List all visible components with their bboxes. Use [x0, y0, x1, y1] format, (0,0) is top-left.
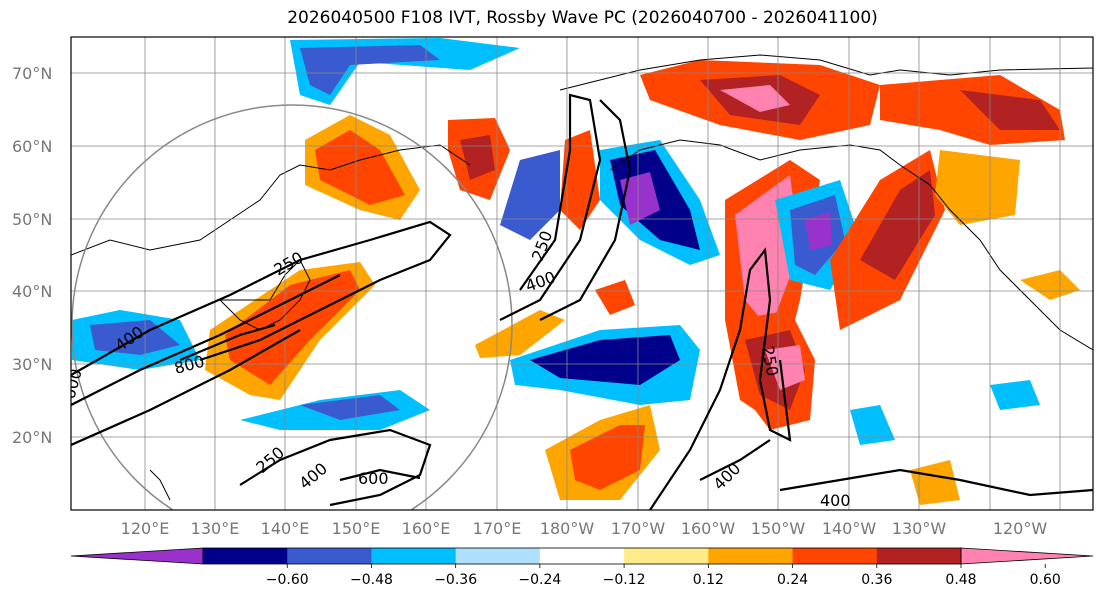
colorbar-tick-label: −0.24 — [518, 572, 561, 588]
colorbar-segment — [287, 548, 372, 564]
lon-label: 180°W — [540, 519, 595, 538]
lon-label: 170°W — [611, 519, 666, 538]
colorbar-tick-label: −0.36 — [434, 572, 477, 588]
reference-circle — [71, 104, 513, 510]
colorbar-extension-high — [960, 547, 1094, 565]
colorbar-tick-label: −0.60 — [266, 572, 309, 588]
lon-label: 120°W — [993, 519, 1048, 538]
ivt-contours — [71, 93, 1093, 510]
colorbar-segment — [539, 548, 625, 564]
colorbar-tick-label: 0.24 — [777, 572, 808, 588]
colorbar-segment — [708, 548, 794, 564]
lat-axis: 70°N 60°N 50°N 40°N 30°N 20°N — [12, 64, 52, 447]
lat-label: 50°N — [12, 210, 52, 229]
lat-label: 20°N — [12, 428, 52, 447]
lon-label: 140°W — [822, 519, 877, 538]
lon-label: 120°E — [121, 519, 170, 538]
lon-label: 170°E — [473, 519, 522, 538]
gridlines — [71, 37, 1093, 510]
lat-label: 60°N — [12, 137, 52, 156]
colorbar-tick-label: 0.60 — [1030, 572, 1061, 588]
colorbar: −0.60 −0.48 −0.36 −0.24 −0.12 0.12 0.24 0.36 0.4… — [70, 547, 1094, 588]
map-frame — [70, 36, 1094, 511]
colorbar-extension-low — [70, 547, 204, 565]
lon-axis: 120°E 130°E 140°E 150°E 160°E 170°E 180°… — [121, 519, 1048, 538]
colorbar-tick-label: 0.48 — [945, 572, 976, 588]
lat-label: 70°N — [12, 64, 52, 83]
colorbar-segment — [792, 548, 878, 564]
lat-label: 40°N — [12, 282, 52, 301]
map-panel: 250 400 600 800 250 400 600 250 400 250 … — [71, 37, 1093, 510]
colorbar-tick-label: −0.12 — [603, 572, 646, 588]
contour-label: 600 — [358, 469, 389, 488]
colorbar-tick-label: 0.36 — [861, 572, 892, 588]
lon-label: 160°E — [402, 519, 451, 538]
lon-label: 160°W — [681, 519, 736, 538]
map-title: 2026040500 F108 IVT, Rossby Wave PC (202… — [287, 8, 878, 28]
colorbar-segment — [371, 548, 457, 564]
ivt-anomaly-fields — [72, 38, 1080, 505]
contour-label: 400 — [820, 491, 851, 510]
lon-label: 150°E — [332, 519, 381, 538]
colorbar-segment — [624, 548, 709, 564]
lon-label: 150°W — [751, 519, 806, 538]
lon-label: 140°E — [261, 519, 310, 538]
colorbar-segment — [455, 548, 541, 564]
lon-label: 130°E — [191, 519, 240, 538]
colorbar-tick-label: 0.12 — [693, 572, 724, 588]
colorbar-frame — [202, 547, 962, 565]
colorbar-tick-label: −0.48 — [350, 572, 393, 588]
lon-label: 130°W — [892, 519, 947, 538]
colorbar-segment — [876, 548, 962, 564]
lat-label: 30°N — [12, 355, 52, 374]
colorbar-segment — [203, 548, 288, 564]
